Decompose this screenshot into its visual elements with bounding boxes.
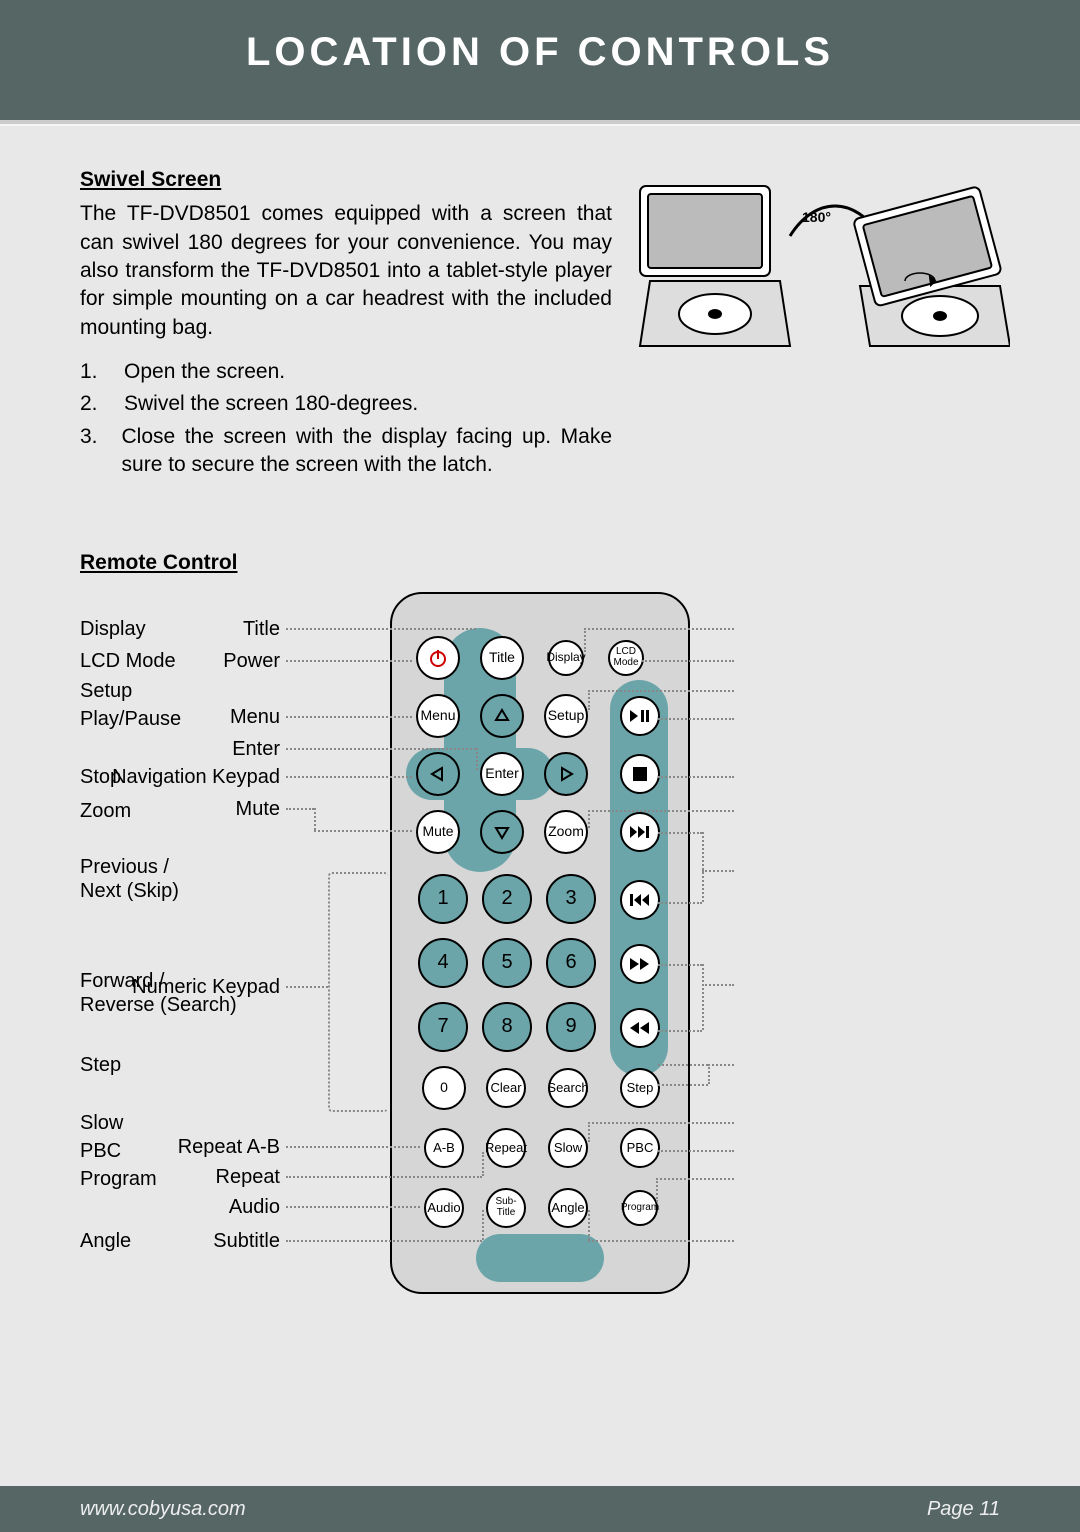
- angle-label-text: 180°: [802, 208, 831, 227]
- angle-button: Angle: [548, 1188, 588, 1228]
- power-button: [416, 636, 460, 680]
- ab-button: A-B: [424, 1128, 464, 1168]
- list-item: 2.Swivel the screen 180-degrees.: [80, 390, 612, 418]
- label-zoom: Zoom: [80, 798, 131, 825]
- page-title: LOCATION OF CONTROLS: [0, 30, 1080, 75]
- remote-diagram: Title Display LCDMode Menu Setup Enter M…: [80, 592, 1020, 1312]
- slow-button: Slow: [548, 1128, 588, 1168]
- label-program: Program: [80, 1166, 157, 1193]
- label-pbc: PBC: [80, 1138, 121, 1165]
- clear-button: Clear: [486, 1068, 526, 1108]
- page-header: LOCATION OF CONTROLS: [0, 0, 1080, 120]
- label-fwd-rev-2: Reverse (Search): [80, 992, 237, 1019]
- label-prev-next-1: Previous /: [80, 854, 169, 881]
- footer-url: www.cobyusa.com: [80, 1498, 246, 1521]
- program-button: Program: [622, 1190, 658, 1226]
- display-button: Display: [548, 640, 584, 676]
- num-0-button: 0: [422, 1066, 466, 1110]
- title-button: Title: [480, 636, 524, 680]
- pbc-button: PBC: [620, 1128, 660, 1168]
- label-fwd-rev-1: Forward /: [80, 968, 164, 995]
- list-item: 3.Close the screen with the display faci…: [80, 423, 612, 480]
- label-lcd-mode: LCD Mode: [80, 648, 176, 675]
- remote-heading: Remote Control: [80, 549, 1010, 577]
- swivel-heading: Swivel Screen: [80, 166, 612, 194]
- next-skip-button: [620, 812, 660, 852]
- num-1-button: 1: [418, 874, 468, 924]
- prev-skip-button: [620, 880, 660, 920]
- reverse-button: [620, 1008, 660, 1048]
- nav-left-button: [416, 752, 460, 796]
- mute-button: Mute: [416, 810, 460, 854]
- play-pause-button: [620, 696, 660, 736]
- remote-body: Title Display LCDMode Menu Setup Enter M…: [390, 592, 690, 1294]
- label-slow: Slow: [80, 1110, 123, 1137]
- enter-button: Enter: [480, 752, 524, 796]
- list-item: 1.Open the screen.: [80, 358, 612, 386]
- stop-button: [620, 754, 660, 794]
- label-angle: Angle: [80, 1228, 131, 1255]
- nav-down-button: [480, 810, 524, 854]
- search-button: Search: [548, 1068, 588, 1108]
- subtitle-button: Sub-Title: [486, 1188, 526, 1228]
- step-button: Step: [620, 1068, 660, 1108]
- num-8-button: 8: [482, 1002, 532, 1052]
- num-6-button: 6: [546, 938, 596, 988]
- zoom-button: Zoom: [544, 810, 588, 854]
- label-step: Step: [80, 1052, 121, 1079]
- num-7-button: 7: [418, 1002, 468, 1052]
- label-setup: Setup: [80, 678, 132, 705]
- label-prev-next-2: Next (Skip): [80, 878, 179, 905]
- swivel-paragraph: The TF-DVD8501 comes equipped with a scr…: [80, 200, 612, 342]
- setup-button: Setup: [544, 694, 588, 738]
- page-footer: www.cobyusa.com Page 11: [0, 1486, 1080, 1532]
- num-5-button: 5: [482, 938, 532, 988]
- footer-page: Page 11: [927, 1498, 1000, 1521]
- menu-button: Menu: [416, 694, 460, 738]
- label-enter: Enter: [80, 736, 280, 763]
- nav-right-button: [544, 752, 588, 796]
- repeat-button: Repeat: [486, 1128, 526, 1168]
- label-audio: Audio: [80, 1194, 280, 1221]
- label-display: Display: [80, 616, 146, 643]
- num-2-button: 2: [482, 874, 532, 924]
- label-play-pause: Play/Pause: [80, 706, 181, 733]
- lcd-mode-button: LCDMode: [608, 640, 644, 676]
- forward-button: [620, 944, 660, 984]
- swivel-illustration: 180°: [630, 166, 1010, 376]
- num-3-button: 3: [546, 874, 596, 924]
- num-9-button: 9: [546, 1002, 596, 1052]
- nav-up-button: [480, 694, 524, 738]
- audio-button: Audio: [424, 1188, 464, 1228]
- num-4-button: 4: [418, 938, 468, 988]
- label-stop: Stop: [80, 764, 121, 791]
